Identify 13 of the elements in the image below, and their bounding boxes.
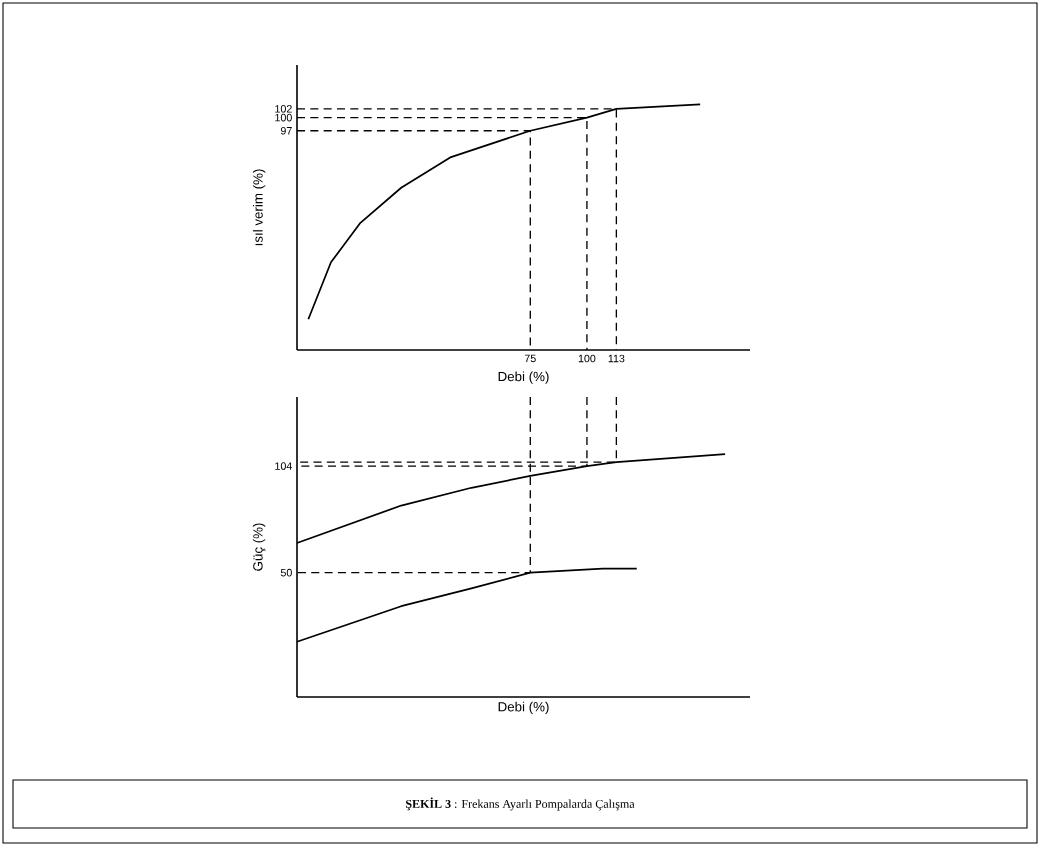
y-tick-label: 104 <box>275 462 292 470</box>
x-tick-label: 75 <box>524 354 536 363</box>
x-axis-title: Debi (%) <box>498 371 549 384</box>
x-axis-title: Debi (%) <box>498 701 549 715</box>
x-tick-label: 113 <box>608 354 625 363</box>
x-tick-label: 100 <box>578 354 596 363</box>
y-axis-title: ısıl verim (%) <box>252 169 266 246</box>
y-tick-label: 102 <box>275 105 292 113</box>
y-tick-label: 50 <box>280 568 292 577</box>
y-tick-label: 100 <box>275 113 292 122</box>
y-axis-title: Güç (%) <box>252 523 266 571</box>
text: ŞEKİL 3 : Frekans Ayarlı Pompalarda Çalışma <box>406 797 635 811</box>
y-tick-label: 97 <box>280 126 292 135</box>
